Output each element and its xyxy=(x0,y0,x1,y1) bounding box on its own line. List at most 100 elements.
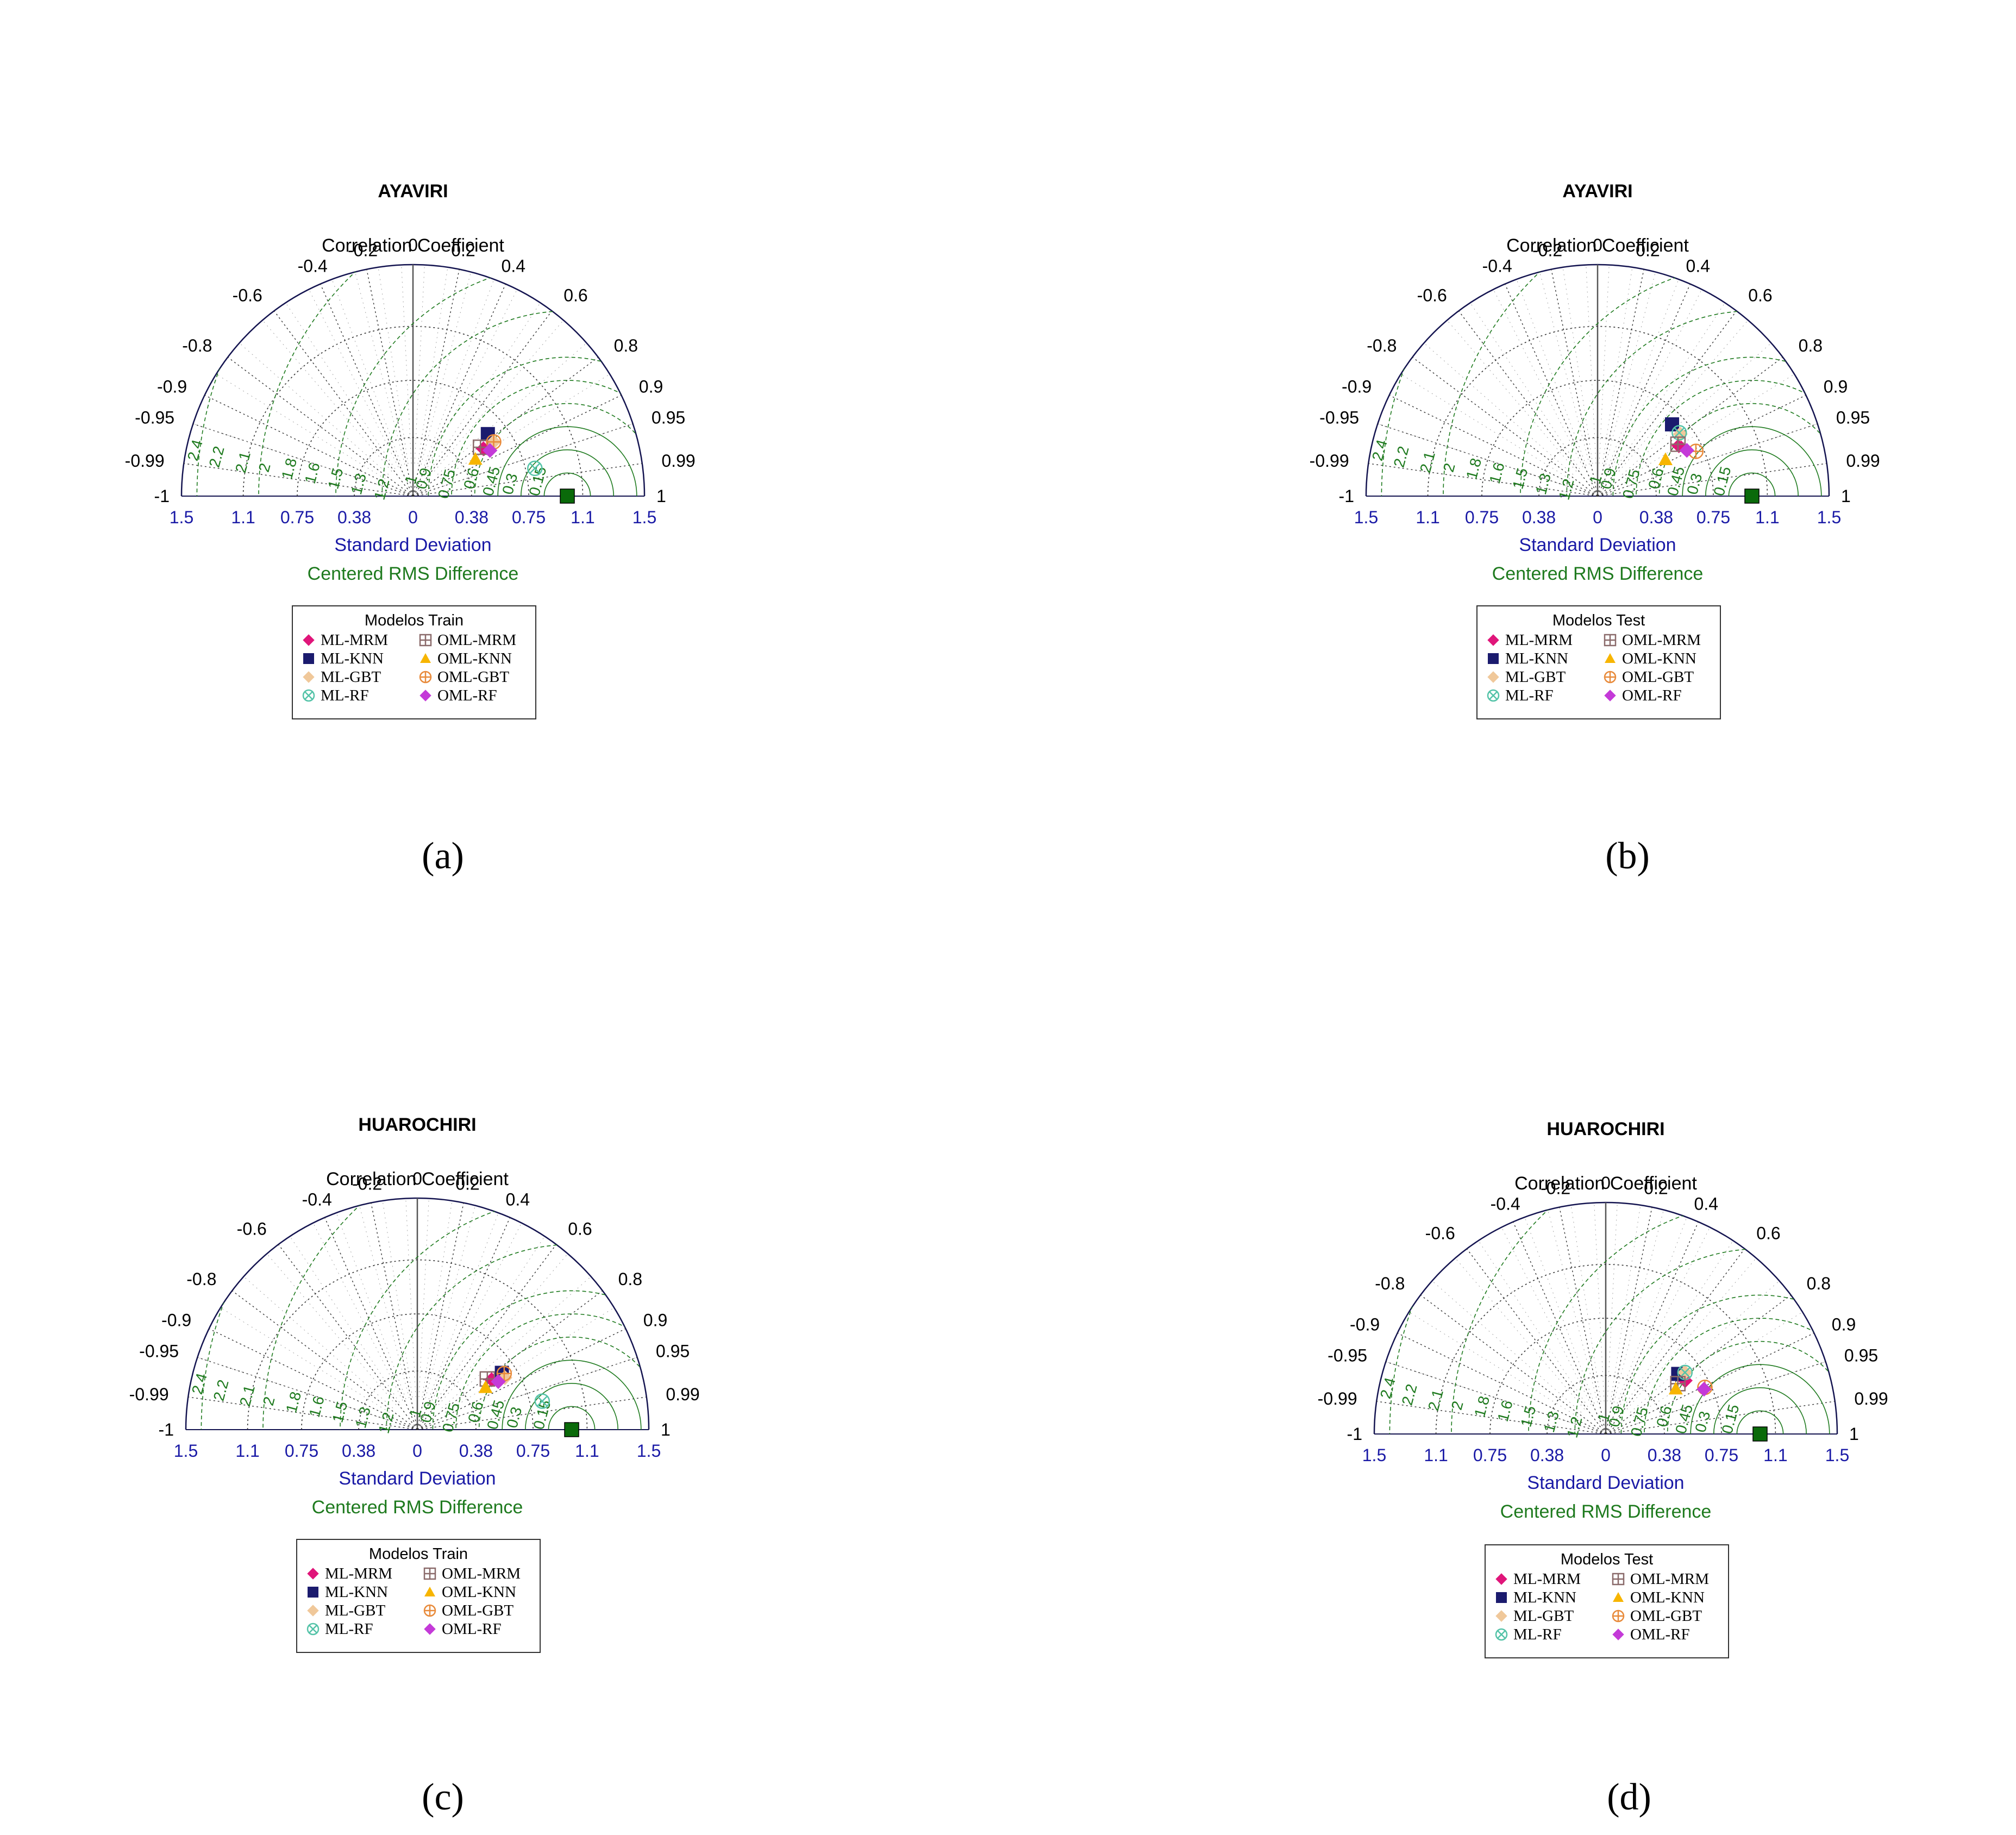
legend-marker xyxy=(307,1605,319,1617)
correlation-gridline xyxy=(1512,1222,1606,1435)
rms-tick-label: 0.3 xyxy=(503,1405,525,1430)
legend-label: ML-KNN xyxy=(1505,650,1568,667)
legend-marker xyxy=(423,1604,436,1617)
rms-tick-label: 2.1 xyxy=(1417,450,1438,475)
correlation-tick-label: 0.8 xyxy=(1807,1274,1831,1293)
correlation-minor-gridline xyxy=(1539,272,1590,465)
legend-marker xyxy=(303,671,315,683)
rms-gridline xyxy=(520,449,614,496)
correlation-tick-label: -0.8 xyxy=(186,1269,216,1289)
correlation-tick-label: 0.95 xyxy=(652,408,685,428)
correlation-gridline xyxy=(273,310,414,497)
rms-tick-label: 1.5 xyxy=(324,466,346,491)
sd-tick-label: 1.1 xyxy=(235,1441,259,1461)
rms-tick-label: 1 xyxy=(402,473,421,486)
reference-point xyxy=(1744,489,1760,504)
correlation-gridline xyxy=(366,269,414,497)
legend-box xyxy=(292,605,536,719)
correlation-minor-gridline xyxy=(417,267,448,464)
correlation-tick-label: -0.4 xyxy=(298,256,328,276)
correlation-gridline xyxy=(193,423,414,497)
rms-tick-label: 0.45 xyxy=(1672,1402,1696,1436)
rms-tick-label: 2.1 xyxy=(1425,1388,1447,1413)
marker-cross xyxy=(309,1625,317,1633)
marker-cross xyxy=(1605,672,1616,682)
correlation-gridline xyxy=(417,1396,647,1430)
sd-tick-label: 1.1 xyxy=(1416,508,1439,527)
correlation-tick-label: -0.9 xyxy=(157,377,187,397)
legend-marker xyxy=(424,1587,435,1596)
rms-tick-label: 0.6 xyxy=(465,1400,486,1425)
sd-gridline xyxy=(1427,325,1768,497)
legend-label: OML-RF xyxy=(437,687,497,704)
correlation-tick-label: 0.4 xyxy=(1686,256,1710,276)
rms-tick-label: 0.45 xyxy=(484,1398,508,1431)
sd-tick-label: 1.5 xyxy=(1362,1445,1386,1465)
correlation-tick-label: -1 xyxy=(1347,1424,1362,1444)
sd-tick-label: 1.5 xyxy=(637,1441,661,1461)
sd-tick-label: 0.38 xyxy=(1522,508,1556,527)
sd-gridline xyxy=(354,437,472,497)
correlation-tick-label: 1 xyxy=(1841,486,1851,506)
correlation-minor-gridline xyxy=(440,374,610,479)
correlation-minor-gridline xyxy=(312,1223,403,1401)
marker-cross xyxy=(1674,427,1685,439)
correlation-tick-label: -0.95 xyxy=(139,1342,179,1361)
correlation-tick-label: 0.6 xyxy=(564,285,587,305)
rms-gridline xyxy=(524,1383,618,1430)
marker-cross xyxy=(1497,1630,1506,1639)
legend-label: ML-MRM xyxy=(325,1565,392,1582)
correlation-minor-gridline xyxy=(1626,1257,1757,1410)
correlation-minor-gridline xyxy=(405,1198,416,1398)
rms-tick-label: 0.45 xyxy=(479,465,503,498)
legend-marker xyxy=(1496,1592,1507,1603)
correlation-minor-gridline xyxy=(1470,302,1580,469)
correlation-minor-gridline xyxy=(1586,265,1596,464)
data-point xyxy=(1665,417,1680,431)
sd-tick-label: 0.75 xyxy=(516,1441,550,1461)
taylor-panel: HUAROCHIRI Correlation Coefficient -1 -0.99… xyxy=(1318,1119,1888,1658)
rms-tick-label: 1.8 xyxy=(278,456,300,481)
correlation-minor-gridline xyxy=(1602,267,1633,464)
sd-gridline xyxy=(1547,1375,1665,1435)
rms-tick-label: 1.8 xyxy=(283,1390,304,1415)
rms-tick-label: 1.5 xyxy=(1517,1404,1539,1429)
correlation-minor-gridline xyxy=(1524,1217,1595,1404)
correlation-tick-label: -0.4 xyxy=(1491,1194,1520,1214)
legend-label: OML-MRM xyxy=(437,631,516,649)
reference-point xyxy=(560,489,575,504)
correlation-gridline xyxy=(1605,1332,1814,1435)
rms-gridline xyxy=(432,1290,649,1430)
rms-gridline xyxy=(1736,1410,1784,1434)
rms-tick-label: 1.8 xyxy=(1463,456,1485,481)
correlation-gridline xyxy=(324,1217,418,1430)
rms-tick-label: 2.1 xyxy=(236,1383,258,1408)
legend-label: ML-KNN xyxy=(321,650,384,667)
legend-marker xyxy=(303,653,314,664)
rms-tick-label: 1.8 xyxy=(1471,1394,1493,1419)
rms-tick-label: 1 xyxy=(406,1407,425,1419)
correlation-gridline xyxy=(1397,1332,1606,1435)
correlation-minor-gridline xyxy=(331,279,402,466)
sd-tick-label: 0.75 xyxy=(1705,1445,1738,1465)
sd-tick-label: 1.1 xyxy=(1424,1445,1448,1465)
legend-marker xyxy=(1612,1609,1625,1623)
legend-marker xyxy=(1604,690,1616,702)
sd-gridline xyxy=(1538,437,1657,497)
correlation-minor-gridline xyxy=(1607,1203,1618,1402)
correlation-gridline xyxy=(1605,1361,1826,1435)
rms-tick-label: 1.3 xyxy=(1541,1410,1562,1435)
correlation-minor-gridline xyxy=(1594,1203,1605,1402)
marker-cross xyxy=(1613,1611,1624,1621)
legend-label: OML-KNN xyxy=(437,650,512,667)
rms-tick-label: 1.6 xyxy=(306,1394,328,1419)
sd-tick-label: 0.75 xyxy=(280,508,314,527)
legend-label: ML-RF xyxy=(1505,687,1554,704)
correlation-gridline xyxy=(1420,1294,1606,1435)
legend-marker xyxy=(1495,1573,1507,1585)
legend-label: ML-MRM xyxy=(1505,631,1573,649)
correlation-tick-label: -0.4 xyxy=(302,1190,332,1210)
correlation-gridline xyxy=(412,310,553,497)
correlation-tick-label: -0.2 xyxy=(352,1174,382,1193)
